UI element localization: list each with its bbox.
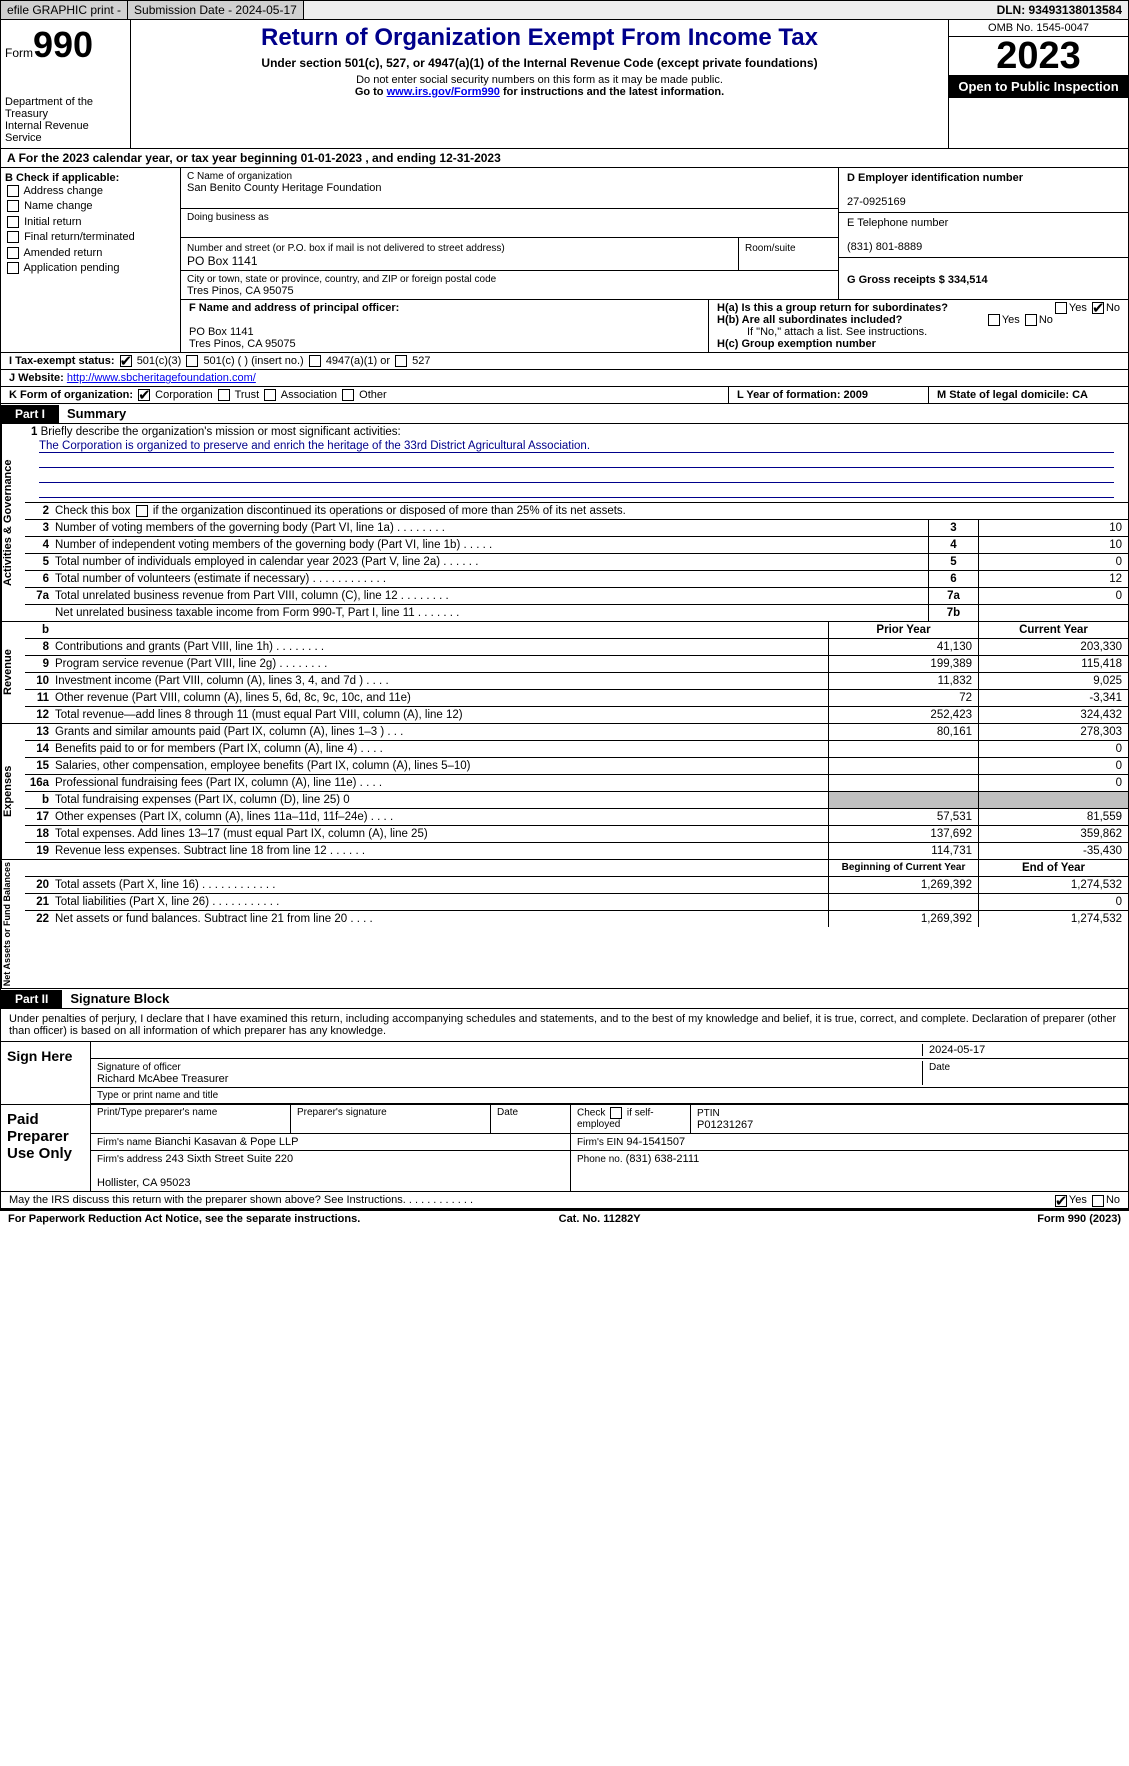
ptin: P01231267 xyxy=(697,1119,753,1131)
section-revenue: Revenue bPrior YearCurrent Year 8Contrib… xyxy=(0,622,1129,724)
checkbox-ha-yes[interactable] xyxy=(1055,302,1067,314)
irs-link[interactable]: www.irs.gov/Form990 xyxy=(387,86,500,98)
column-b: B Check if applicable: Address change Na… xyxy=(1,168,181,352)
form-word: Form xyxy=(5,46,33,60)
efile-print-button[interactable]: efile GRAPHIC print - xyxy=(1,1,128,19)
ein: 27-0925169 xyxy=(847,196,906,208)
checkbox-501c[interactable] xyxy=(186,355,198,367)
public-inspection: Open to Public Inspection xyxy=(949,75,1128,98)
firm-phone: (831) 638-2111 xyxy=(626,1153,700,1165)
checkbox-501c3[interactable] xyxy=(120,355,132,367)
perjury-declaration: Under penalties of perjury, I declare th… xyxy=(1,1009,1128,1042)
sign-date: 2024-05-17 xyxy=(922,1044,1122,1056)
checkbox-initial-return[interactable] xyxy=(7,216,19,228)
footer-right: Form 990 (2023) xyxy=(1037,1213,1121,1225)
goto-post: for instructions and the latest informat… xyxy=(500,86,724,98)
checkbox-discuss-yes[interactable] xyxy=(1055,1195,1067,1207)
website-link[interactable]: http://www.sbcheritagefoundation.com/ xyxy=(67,372,256,384)
firm-ein: 94-1541507 xyxy=(626,1136,685,1148)
dln-label: DLN: 93493138013584 xyxy=(991,1,1128,19)
form-header: Form990 Department of the Treasury Inter… xyxy=(0,20,1129,149)
tax-year: 2023 xyxy=(949,37,1128,75)
telephone: (831) 801-8889 xyxy=(847,241,922,253)
form-title: Return of Organization Exempt From Incom… xyxy=(137,24,942,52)
checkbox-527[interactable] xyxy=(395,355,407,367)
part2-header: Part IISignature Block xyxy=(0,989,1129,1009)
footer-mid: Cat. No. 11282Y xyxy=(559,1213,641,1225)
checkbox-corp[interactable] xyxy=(138,389,150,401)
signature-block: Under penalties of perjury, I declare th… xyxy=(0,1009,1129,1192)
submission-date[interactable]: Submission Date - 2024-05-17 xyxy=(128,1,304,19)
checkbox-assoc[interactable] xyxy=(264,389,276,401)
officer-name: Richard McAbee Treasurer xyxy=(97,1073,228,1085)
org-name: San Benito County Heritage Foundation xyxy=(187,182,381,194)
org-address: PO Box 1141 xyxy=(187,254,258,268)
topbar: efile GRAPHIC print - Submission Date - … xyxy=(0,0,1129,20)
section-netassets: Net Assets or Fund Balances Beginning of… xyxy=(0,860,1129,989)
line-a-taxyear: A For the 2023 calendar year, or tax yea… xyxy=(0,149,1129,168)
checkbox-other[interactable] xyxy=(342,389,354,401)
ssn-notice: Do not enter social security numbers on … xyxy=(137,74,942,86)
year-formation: L Year of formation: 2009 xyxy=(728,387,928,403)
checkbox-address-change[interactable] xyxy=(7,185,19,197)
checkbox-amended[interactable] xyxy=(7,247,19,259)
footer-left: For Paperwork Reduction Act Notice, see … xyxy=(8,1213,360,1225)
checkbox-discontinued[interactable] xyxy=(136,505,148,517)
part1-header: Part ISummary xyxy=(0,404,1129,424)
checkbox-final-return[interactable] xyxy=(7,231,19,243)
section-expenses: Expenses 13Grants and similar amounts pa… xyxy=(0,724,1129,860)
checkbox-app-pending[interactable] xyxy=(7,262,19,274)
section-bcd: B Check if applicable: Address change Na… xyxy=(0,168,1129,353)
checkbox-discuss-no[interactable] xyxy=(1092,1195,1104,1207)
checkbox-hb-yes[interactable] xyxy=(988,314,1000,326)
section-governance: Activities & Governance 1 Briefly descri… xyxy=(0,424,1129,622)
checkbox-4947[interactable] xyxy=(309,355,321,367)
irs-label: Internal Revenue Service xyxy=(5,120,126,144)
checkbox-trust[interactable] xyxy=(218,389,230,401)
checkbox-name-change[interactable] xyxy=(7,200,19,212)
org-city: Tres Pinos, CA 95075 xyxy=(187,285,294,297)
checkbox-ha-no[interactable] xyxy=(1092,302,1104,314)
gross-receipts: G Gross receipts $ 334,514 xyxy=(847,274,988,286)
form-subtitle: Under section 501(c), 527, or 4947(a)(1)… xyxy=(137,56,942,70)
checkbox-hb-no[interactable] xyxy=(1025,314,1037,326)
state-domicile: M State of legal domicile: CA xyxy=(928,387,1128,403)
dept-treasury: Department of the Treasury xyxy=(5,96,126,120)
form-number: 990 xyxy=(33,24,93,65)
firm-name: Bianchi Kasavan & Pope LLP xyxy=(155,1136,299,1148)
checkbox-self-employed[interactable] xyxy=(610,1107,622,1119)
goto-pre: Go to xyxy=(355,86,387,98)
mission-text: The Corporation is organized to preserve… xyxy=(39,440,1114,453)
